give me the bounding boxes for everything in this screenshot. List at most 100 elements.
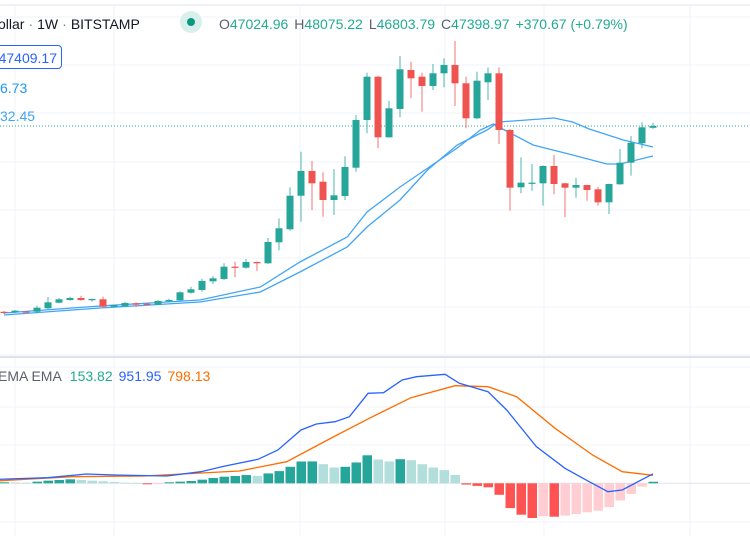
macd-histogram-bar bbox=[21, 482, 31, 484]
candle bbox=[462, 76, 470, 129]
candle bbox=[506, 128, 514, 211]
macd-histogram-bar bbox=[604, 483, 614, 508]
ema-value-1: 6.73 bbox=[0, 80, 28, 96]
candle bbox=[561, 182, 569, 218]
candle-body bbox=[473, 80, 481, 119]
interval[interactable]: 1W bbox=[37, 16, 59, 32]
symbol-name[interactable]: ollar bbox=[0, 16, 25, 32]
candle-body bbox=[33, 307, 41, 312]
market-status-icon[interactable] bbox=[180, 11, 202, 33]
macd-histogram-bar bbox=[483, 483, 493, 488]
candle bbox=[308, 160, 316, 211]
macd-histogram-bar bbox=[494, 483, 504, 495]
ema-line bbox=[3, 117, 654, 316]
candle bbox=[616, 148, 624, 185]
candle-body bbox=[451, 64, 459, 84]
candle-body bbox=[275, 228, 283, 243]
candle-body bbox=[176, 292, 184, 301]
macd-histogram-bar bbox=[373, 459, 383, 484]
candle bbox=[77, 295, 85, 301]
macd-histogram-bar bbox=[417, 464, 427, 484]
low-value: 46803.79 bbox=[376, 16, 436, 32]
candle bbox=[176, 291, 184, 302]
macd-histogram-bar bbox=[109, 482, 119, 484]
candle bbox=[583, 184, 591, 201]
signal-value: 798.13 bbox=[167, 368, 211, 384]
candle bbox=[110, 304, 118, 308]
candle bbox=[594, 186, 602, 206]
candle bbox=[220, 263, 228, 281]
macd-histogram-bar bbox=[76, 480, 86, 484]
macd-histogram-bar bbox=[197, 479, 207, 484]
candle-body bbox=[396, 69, 404, 109]
macd-histogram-bar bbox=[0, 482, 9, 484]
candle bbox=[297, 151, 305, 222]
candle bbox=[418, 72, 426, 112]
macd-histogram-bar bbox=[43, 480, 53, 484]
macd-histogram-bar bbox=[296, 461, 306, 484]
candle bbox=[11, 310, 19, 314]
open-label: O bbox=[219, 16, 230, 32]
macd-histogram-bar bbox=[340, 466, 350, 484]
candle-body bbox=[374, 76, 382, 138]
candle bbox=[484, 67, 492, 100]
symbol-legend[interactable]: ollar · 1W · BITSTAMP bbox=[0, 16, 140, 32]
candle-body bbox=[638, 127, 646, 144]
macd-histogram-bar bbox=[406, 460, 416, 484]
macd-histogram-bar bbox=[571, 483, 581, 514]
candle bbox=[627, 136, 635, 176]
candle-body bbox=[418, 76, 426, 86]
ohlc-legend: O47024.96 H48075.22 L46803.79 C47398.97 +370… bbox=[219, 16, 628, 32]
candle bbox=[374, 75, 382, 149]
price-label-box[interactable]: 47409.17 bbox=[0, 45, 62, 69]
macd-histogram-bar bbox=[252, 476, 262, 484]
macd-pane[interactable] bbox=[0, 373, 750, 518]
macd-legend-title[interactable]: EMA EMA bbox=[0, 368, 62, 384]
candle bbox=[88, 298, 96, 302]
candle bbox=[407, 61, 415, 99]
candle bbox=[99, 296, 107, 308]
candle-body bbox=[429, 73, 437, 86]
candle-body bbox=[616, 162, 624, 185]
macd-histogram-bar bbox=[329, 467, 339, 484]
macd-line bbox=[0, 373, 654, 493]
macd-histogram-bar bbox=[263, 473, 273, 484]
price-pane[interactable] bbox=[0, 41, 750, 316]
candle-body bbox=[220, 266, 228, 279]
macd-histogram-bar bbox=[351, 462, 361, 484]
candle bbox=[473, 71, 481, 120]
macd-histogram-bar bbox=[10, 482, 20, 484]
candle-body bbox=[561, 183, 569, 188]
candle bbox=[66, 296, 74, 301]
candle bbox=[154, 299, 162, 306]
macd-histogram-bar bbox=[362, 455, 372, 484]
candle bbox=[528, 164, 536, 191]
macd-histogram-bar bbox=[32, 481, 42, 484]
macd-histogram-bar bbox=[87, 480, 97, 484]
change-value: +370.67 (+0.79%) bbox=[515, 16, 628, 32]
candle-body bbox=[440, 64, 448, 74]
candle-body bbox=[88, 299, 96, 301]
macd-histogram-bar bbox=[582, 483, 592, 513]
candle-body bbox=[242, 262, 250, 268]
candle-body bbox=[385, 108, 393, 138]
candle-body bbox=[363, 76, 371, 121]
ema-line bbox=[3, 123, 654, 314]
candle-body bbox=[462, 83, 470, 119]
candle-body bbox=[11, 310, 19, 313]
macd-histogram-bar bbox=[450, 475, 460, 484]
candle bbox=[649, 122, 657, 129]
candle-body bbox=[22, 311, 30, 313]
candle bbox=[55, 297, 63, 304]
candle-body bbox=[121, 303, 129, 307]
macd-histogram-bar bbox=[472, 483, 482, 486]
macd-legend[interactable]: EMA EMA 153.82 951.95 798.13 bbox=[0, 368, 210, 384]
macd-histogram-bar bbox=[516, 483, 526, 515]
candle-body bbox=[649, 126, 657, 128]
macd-histogram-bar bbox=[274, 471, 284, 484]
candle bbox=[286, 187, 294, 231]
candle-body bbox=[264, 241, 272, 264]
grid bbox=[0, 6, 750, 536]
macd-histogram-bar bbox=[131, 483, 141, 484]
